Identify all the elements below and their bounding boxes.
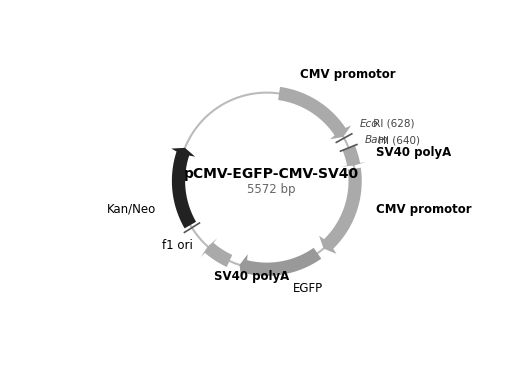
Polygon shape	[341, 145, 366, 167]
Text: SV40 polyA: SV40 polyA	[214, 270, 289, 283]
Text: CMV promotor: CMV promotor	[300, 68, 395, 81]
Text: pCMV-EGFP-CMV-SV40: pCMV-EGFP-CMV-SV40	[184, 167, 359, 181]
Polygon shape	[201, 238, 232, 267]
Text: Kan/Neo: Kan/Neo	[106, 203, 156, 216]
Text: Eco: Eco	[360, 119, 378, 129]
Text: HI (640): HI (640)	[375, 135, 420, 145]
Polygon shape	[319, 168, 362, 254]
Text: EGFP: EGFP	[292, 282, 323, 295]
Text: RI (628): RI (628)	[370, 119, 414, 129]
Text: f1 ori: f1 ori	[161, 239, 193, 252]
Polygon shape	[278, 87, 351, 139]
Text: 5572 bp: 5572 bp	[247, 183, 295, 196]
Text: CMV promotor: CMV promotor	[376, 203, 472, 216]
Text: SV40 polyA: SV40 polyA	[376, 146, 452, 159]
Polygon shape	[171, 148, 196, 228]
Polygon shape	[240, 248, 321, 279]
Text: Bam: Bam	[365, 135, 389, 145]
